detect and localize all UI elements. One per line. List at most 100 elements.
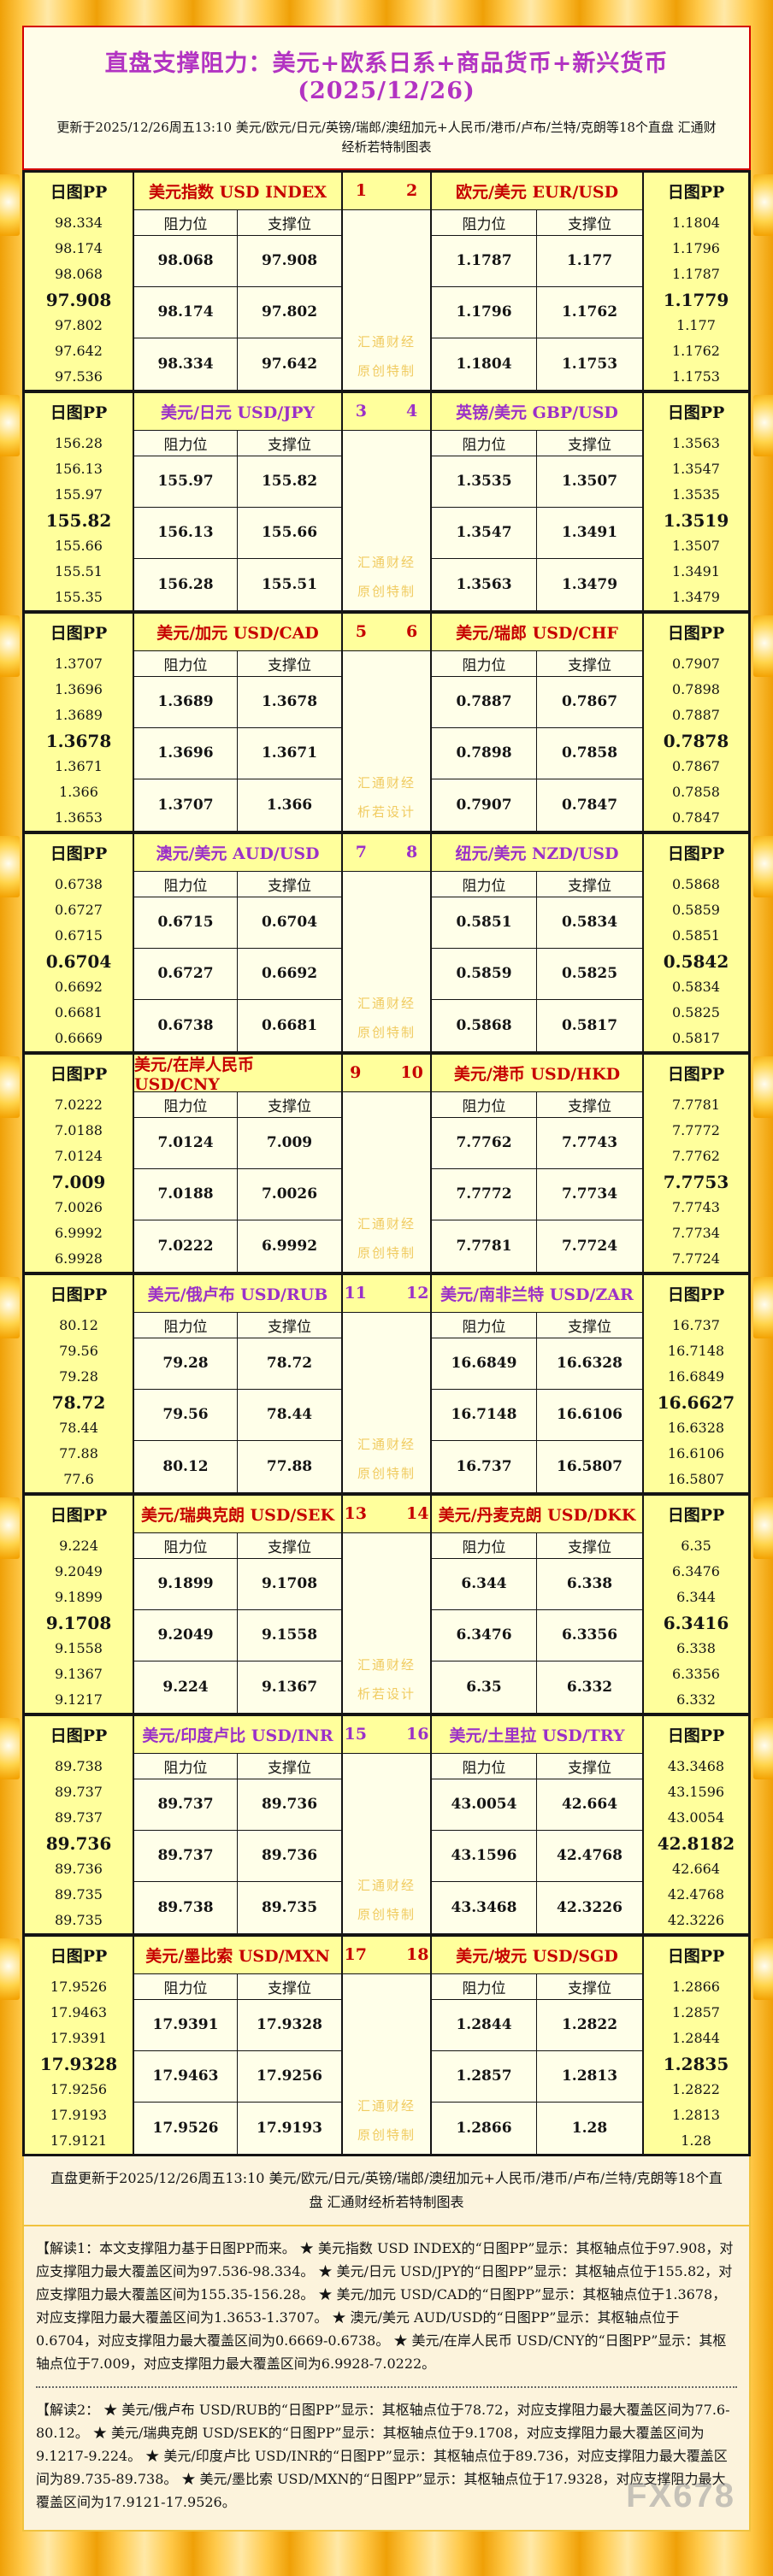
pp-value-left: 0.6715 (25, 922, 134, 949)
support-value: 155.51 (238, 558, 341, 610)
resistance-header: 阻力位 (432, 209, 537, 236)
pair-title-left: 美元/瑞典克朗 USD/SEK (134, 1495, 341, 1533)
support-value: 16.6328 (537, 1338, 642, 1390)
pp-pivot-right: 1.2835 (642, 2050, 748, 2077)
resistance-value: 43.0054 (432, 1779, 537, 1831)
pp-header-left: 日图PP (25, 613, 134, 651)
support-value: 9.1367 (238, 1661, 341, 1713)
watermark-brand: 汇通财经 (357, 1656, 416, 1673)
support-value: 0.6704 (238, 897, 341, 949)
section-numbers: 11 12 (341, 1274, 432, 1313)
pp-value-left: 77.88 (25, 1440, 134, 1467)
pp-value-right: 0.5859 (642, 897, 748, 923)
section-number-left: 13 (344, 1504, 367, 1523)
pp-pivot-left: 0.6704 (25, 948, 134, 974)
pp-value-left: 9.1899 (25, 1584, 134, 1610)
support-value: 7.0026 (238, 1168, 341, 1220)
pp-value-left: 1.366 (25, 779, 134, 805)
support-header: 支撑位 (537, 1091, 642, 1118)
pp-header-left: 日图PP (25, 1936, 134, 1974)
watermark-brand: 汇通财经 (357, 774, 416, 791)
resistance-value: 1.1796 (432, 286, 537, 338)
support-value: 1.177 (537, 235, 642, 287)
pp-value-right: 0.7867 (642, 753, 748, 779)
support-value: 42.664 (537, 1779, 642, 1831)
resistance-value: 79.56 (134, 1389, 238, 1441)
pp-pivot-left: 155.82 (25, 507, 134, 533)
section-number-right: 8 (406, 843, 418, 862)
pp-value-right: 0.5868 (642, 871, 748, 897)
pp-value-left: 7.0124 (25, 1143, 134, 1169)
pp-value-right: 1.3535 (642, 481, 748, 508)
pp-pivot-left: 7.009 (25, 1168, 134, 1195)
section-number-left: 9 (350, 1063, 362, 1082)
pp-value-left: 156.28 (25, 430, 134, 456)
support-header: 支撑位 (238, 1532, 341, 1559)
pp-value-right: 16.7148 (642, 1338, 748, 1364)
support-value: 1.2822 (537, 1999, 642, 2051)
pp-value-left: 0.6681 (25, 999, 134, 1026)
resistance-value: 1.2844 (432, 1999, 537, 2051)
support-value: 155.66 (238, 507, 341, 559)
pp-value-right: 16.6849 (642, 1363, 748, 1390)
center-watermark-cell: 汇通财经 原创特制 (341, 1091, 432, 1272)
pp-value-left: 155.97 (25, 481, 134, 508)
support-value: 16.6106 (537, 1389, 642, 1441)
pp-value-left: 17.9526 (25, 1973, 134, 2000)
watermark-credit: 原创特制 (357, 2126, 416, 2143)
pp-value-left: 0.6727 (25, 897, 134, 923)
support-header: 支撑位 (238, 650, 341, 677)
pp-value-right: 0.5825 (642, 999, 748, 1026)
support-value: 6.9992 (238, 1220, 341, 1272)
pp-value-left: 79.56 (25, 1338, 134, 1364)
resistance-header: 阻力位 (432, 1091, 537, 1118)
section-number-left: 11 (344, 1284, 367, 1303)
currency-pair-section: 日图PP 美元/瑞典克朗 USD/SEK 13 14 美元/丹麦克朗 USD/D… (0, 1495, 773, 1716)
resistance-value: 43.3468 (432, 1881, 537, 1933)
pp-value-right: 6.344 (642, 1584, 748, 1610)
pp-header-right: 日图PP (642, 392, 748, 431)
pp-value-right: 0.5817 (642, 1025, 748, 1051)
pp-header-left: 日图PP (25, 1495, 134, 1533)
currency-pair-section: 日图PP 美元/俄卢布 USD/RUB 11 12 美元/南非兰特 USD/ZA… (0, 1274, 773, 1496)
pp-pivot-left: 9.1708 (25, 1609, 134, 1636)
watermark-credit: 原创特制 (357, 1465, 416, 1481)
pp-value-right: 0.7847 (642, 804, 748, 831)
resistance-value: 79.28 (134, 1338, 238, 1390)
resistance-value: 17.9526 (134, 2102, 238, 2154)
title-box: 直盘支撑阻力：美元+欧系日系+商品货币+新兴货币(2025/12/26) 更新于… (22, 26, 751, 170)
resistance-value: 7.7781 (432, 1220, 537, 1272)
support-value: 0.7858 (537, 727, 642, 779)
pp-value-right: 0.7887 (642, 702, 748, 728)
pp-value-right: 16.6328 (642, 1414, 748, 1441)
pair-title-right: 纽元/美元 NZD/USD (432, 833, 642, 872)
support-value: 97.802 (238, 286, 341, 338)
support-value: 6.338 (537, 1558, 642, 1610)
watermark-brand: 汇通财经 (357, 1877, 416, 1893)
resistance-value: 89.738 (134, 1881, 238, 1933)
support-value: 0.6692 (238, 948, 341, 1000)
pp-value-right: 1.2857 (642, 1999, 748, 2026)
section-number-left: 7 (355, 843, 367, 862)
pp-value-right: 6.3356 (642, 1661, 748, 1687)
pp-value-right: 1.2813 (642, 2102, 748, 2128)
support-value: 42.3226 (537, 1881, 642, 1933)
support-value: 155.82 (238, 456, 341, 508)
support-value: 1.2813 (537, 2050, 642, 2103)
pp-value-right: 0.5851 (642, 922, 748, 949)
pp-value-left: 89.738 (25, 1753, 134, 1779)
resistance-header: 阻力位 (134, 1753, 238, 1779)
resistance-header: 阻力位 (134, 871, 238, 897)
resistance-value: 16.7148 (432, 1389, 537, 1441)
pp-value-right: 43.0054 (642, 1804, 748, 1831)
pp-pivot-right: 6.3416 (642, 1609, 748, 1636)
pp-value-right: 16.5807 (642, 1466, 748, 1492)
resistance-header: 阻力位 (134, 1973, 238, 2000)
section-numbers: 17 18 (341, 1936, 432, 1974)
pp-value-left: 77.6 (25, 1466, 134, 1492)
section-number-left: 3 (355, 402, 367, 421)
pp-header-left: 日图PP (25, 1715, 134, 1754)
currency-pair-section: 日图PP 美元指数 USD INDEX 1 2 欧元/美元 EUR/USD 日图… (0, 172, 773, 393)
pp-value-right: 6.35 (642, 1532, 748, 1559)
support-value: 97.908 (238, 235, 341, 287)
